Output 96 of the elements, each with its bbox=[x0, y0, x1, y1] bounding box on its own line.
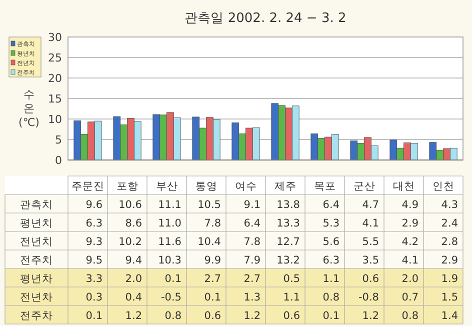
data-label: 4.9 bbox=[402, 199, 418, 211]
x-tick-label: 제주 bbox=[274, 180, 296, 192]
y-tick-label: 0 bbox=[55, 154, 62, 167]
data-label: 5.3 bbox=[322, 218, 340, 230]
data-label: 5.5 bbox=[362, 236, 379, 248]
text: 0.1 bbox=[204, 292, 221, 304]
data-label: 5.6 bbox=[322, 236, 340, 248]
x-tick-label: 인천 bbox=[432, 180, 454, 192]
data-label: 7.8 bbox=[204, 218, 221, 230]
data-label: 9.9 bbox=[204, 254, 221, 266]
data-label: 3.5 bbox=[362, 254, 379, 266]
data-label: 7.9 bbox=[244, 254, 260, 266]
data-label: 6.4 bbox=[244, 218, 261, 230]
text: 전주차 bbox=[20, 310, 53, 322]
data-label: 13.2 bbox=[276, 254, 300, 266]
text: 0.8 bbox=[164, 310, 182, 322]
text: 전년치 bbox=[20, 236, 53, 248]
text: 2.0 bbox=[402, 273, 418, 285]
text: 1.1 bbox=[322, 273, 340, 285]
x-tick-label: 주문진 bbox=[71, 180, 104, 192]
x-tick-label: 여수 bbox=[234, 180, 257, 192]
data-label: 4.7 bbox=[362, 199, 379, 211]
data-label: 10.3 bbox=[158, 254, 182, 266]
text: 0.4 bbox=[125, 292, 142, 304]
text: 1.2 bbox=[125, 310, 142, 322]
text: 0.6 bbox=[204, 310, 222, 322]
text: 0.1 bbox=[164, 273, 182, 285]
text: 0.6 bbox=[362, 273, 380, 285]
data-label: 9.6 bbox=[86, 199, 103, 211]
data-label: 10.4 bbox=[198, 236, 222, 248]
text: 0.8 bbox=[402, 310, 418, 322]
text: 전년차 bbox=[20, 292, 53, 304]
y-tick-label: 5 bbox=[55, 134, 62, 146]
text: 0.1 bbox=[86, 310, 102, 322]
data-label: 6.3 bbox=[86, 218, 102, 230]
data-label: 12.7 bbox=[276, 236, 300, 248]
data-label: 4.3 bbox=[441, 199, 458, 211]
y-tick-label: 15 bbox=[48, 92, 62, 106]
x-tick-label: 대천 bbox=[392, 180, 415, 192]
text: 1.2 bbox=[362, 310, 379, 322]
data-label: 2.8 bbox=[441, 236, 458, 248]
text: 1.3 bbox=[244, 292, 260, 304]
text: 관측치 bbox=[20, 199, 53, 211]
text: 0.7 bbox=[402, 292, 418, 304]
x-tick-label: 통영 bbox=[195, 180, 218, 192]
x-tick-label: 부산 bbox=[156, 180, 178, 192]
data-label: 4.1 bbox=[402, 254, 418, 266]
text: 2.0 bbox=[125, 273, 142, 285]
data-label: 11.6 bbox=[158, 236, 182, 248]
text: 평년차 bbox=[20, 273, 53, 285]
y-tick-label: 25 bbox=[48, 52, 62, 64]
text: 0.5 bbox=[283, 273, 300, 285]
y-tick-label: 30 bbox=[48, 31, 62, 44]
text: 2.7 bbox=[204, 273, 221, 285]
data-label: 9.4 bbox=[125, 254, 142, 266]
data-label: 11.1 bbox=[158, 199, 182, 211]
text: 3.3 bbox=[86, 273, 102, 285]
y-axis-title: 수온(℃) bbox=[18, 88, 40, 129]
text: 2.7 bbox=[244, 273, 260, 285]
data-label: 2.4 bbox=[441, 218, 458, 230]
x-tick-label: 목포 bbox=[314, 180, 336, 192]
data-label: 10.6 bbox=[118, 199, 142, 211]
x-tick-label: 포항 bbox=[116, 180, 138, 192]
text: 1.1 bbox=[283, 292, 300, 304]
data-label: 13.3 bbox=[276, 218, 300, 230]
y-tick-label: 10 bbox=[48, 113, 62, 126]
data-label: 13.8 bbox=[276, 199, 300, 211]
text: 1.4 bbox=[441, 310, 458, 322]
data-label: 9.5 bbox=[86, 254, 102, 266]
text: 평년치 bbox=[20, 218, 53, 230]
data-label: 2.9 bbox=[402, 218, 418, 230]
text: 1.9 bbox=[441, 273, 458, 285]
text: 0.8 bbox=[322, 292, 340, 304]
data-label: 6.4 bbox=[322, 199, 340, 211]
text: 0.1 bbox=[322, 310, 340, 322]
data-label: 6.3 bbox=[322, 254, 340, 266]
data-label: 9.3 bbox=[86, 236, 102, 248]
data-label: 4.2 bbox=[402, 236, 418, 248]
data-label: 9.1 bbox=[244, 199, 260, 211]
data-label: 8.6 bbox=[125, 218, 142, 230]
y-tick-label: 20 bbox=[48, 72, 62, 85]
text: 1.5 bbox=[441, 292, 458, 304]
chart-title: 관측일 2002. 2. 24 − 3. 2 bbox=[184, 11, 346, 26]
text: 0.6 bbox=[283, 310, 300, 322]
text: 0.3 bbox=[86, 292, 102, 304]
text: -0.8 bbox=[358, 292, 379, 304]
text: 전주치 bbox=[20, 254, 53, 266]
data-label: 2.9 bbox=[441, 254, 458, 266]
data-label: 7.8 bbox=[244, 236, 260, 248]
data-label: 10.5 bbox=[198, 199, 221, 211]
text: 1.2 bbox=[244, 310, 260, 322]
data-label: 11.0 bbox=[158, 218, 182, 230]
text: -0.5 bbox=[161, 292, 182, 304]
x-tick-label: 군산 bbox=[353, 180, 376, 192]
data-label: 4.1 bbox=[362, 218, 379, 230]
data-label: 10.2 bbox=[118, 236, 142, 248]
